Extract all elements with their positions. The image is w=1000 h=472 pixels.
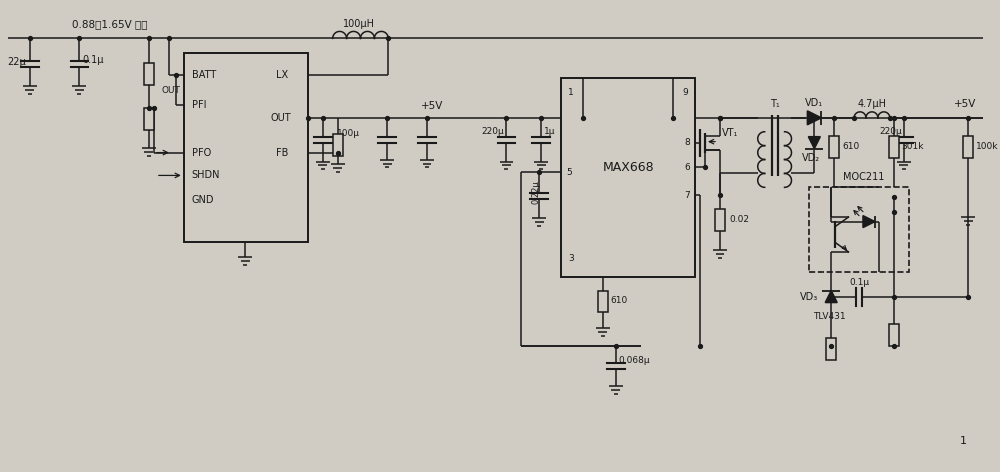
Bar [184, 53, 308, 242]
Text: 220μ: 220μ [879, 127, 902, 136]
Bar [889, 135, 899, 158]
Text: 610: 610 [611, 296, 628, 305]
Text: +5V: +5V [954, 99, 976, 109]
Bar [809, 187, 909, 272]
Text: VD₃: VD₃ [800, 292, 818, 302]
Text: T₁: T₁ [770, 99, 779, 109]
Text: 0.88～1.65V 输入: 0.88～1.65V 输入 [72, 19, 147, 29]
Bar [963, 135, 973, 158]
Text: 8: 8 [684, 138, 690, 147]
Text: TLV431: TLV431 [813, 312, 846, 321]
Text: 0.1μ: 0.1μ [849, 278, 869, 287]
Bar [144, 63, 154, 85]
Text: PFI: PFI [192, 100, 206, 110]
Bar [333, 134, 343, 156]
Bar [598, 291, 608, 312]
Bar [561, 78, 695, 277]
Text: 100k: 100k [976, 142, 999, 151]
Text: 5: 5 [566, 168, 572, 177]
Text: MOC211: MOC211 [843, 172, 885, 182]
Polygon shape [808, 137, 820, 149]
Text: VD₂: VD₂ [802, 152, 820, 162]
Bar [144, 108, 154, 130]
Bar [826, 338, 836, 360]
Text: BATT: BATT [192, 70, 216, 80]
Text: +5V: +5V [421, 101, 443, 111]
Text: SHDN: SHDN [192, 170, 220, 180]
Text: 6: 6 [684, 163, 690, 172]
Text: OUT: OUT [162, 85, 181, 94]
Text: 9: 9 [682, 87, 688, 96]
Text: 1: 1 [960, 436, 967, 446]
Bar [889, 324, 899, 346]
Text: 0.1μ: 0.1μ [82, 55, 104, 65]
Text: 301k: 301k [902, 142, 924, 151]
Text: PFO: PFO [192, 148, 211, 158]
Text: MAX668: MAX668 [602, 161, 654, 174]
Text: 22μ: 22μ [8, 57, 26, 67]
Text: OUT: OUT [270, 113, 291, 123]
Text: GND: GND [192, 195, 214, 205]
Text: LX: LX [276, 70, 288, 80]
Text: 610: 610 [842, 142, 859, 151]
Text: 0.22μ: 0.22μ [532, 180, 541, 204]
Text: 0.068μ: 0.068μ [619, 355, 650, 365]
Text: 3: 3 [568, 254, 574, 263]
Bar [715, 209, 725, 231]
Polygon shape [807, 111, 821, 125]
Bar [829, 135, 839, 158]
Text: VD₁: VD₁ [805, 98, 823, 108]
Text: 7: 7 [684, 191, 690, 200]
Text: VT₁: VT₁ [722, 128, 738, 138]
Text: 100μH: 100μH [343, 19, 375, 29]
Text: 100μ: 100μ [337, 129, 360, 138]
Text: 1μ: 1μ [544, 127, 556, 136]
Text: 1: 1 [568, 87, 574, 96]
Text: FB: FB [276, 148, 288, 158]
Text: 0.02: 0.02 [729, 215, 749, 224]
Polygon shape [863, 216, 875, 228]
Text: 4.7μH: 4.7μH [857, 99, 886, 109]
Polygon shape [825, 291, 837, 303]
Text: 220μ: 220μ [482, 127, 504, 136]
